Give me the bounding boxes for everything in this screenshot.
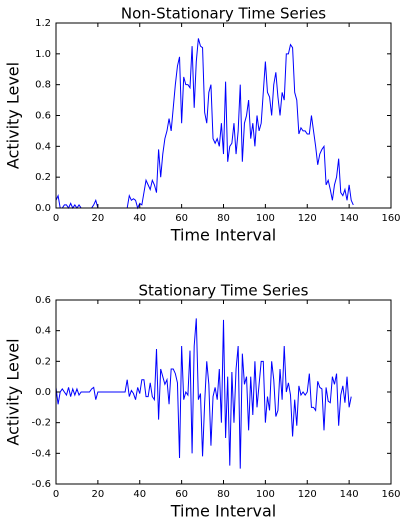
y-tick-label: 0.2 — [35, 172, 51, 183]
y-tick-label: 0.0 — [35, 203, 51, 214]
y-tick-label: -0.2 — [31, 418, 51, 429]
y-tick-label: 0.2 — [35, 356, 51, 367]
y-tick-label: 1.0 — [35, 49, 51, 60]
y-tick-label: 0.4 — [35, 326, 51, 337]
y-tick-label: 0.0 — [35, 387, 51, 398]
x-tick-label: 100 — [256, 213, 275, 224]
y-tick-label: -0.6 — [31, 479, 51, 490]
x-axis-label: Time Interval — [170, 502, 277, 521]
x-tick-label: 60 — [175, 213, 188, 224]
x-tick-label: 120 — [298, 489, 317, 500]
data-line — [55, 38, 354, 210]
chart-title: Stationary Time Series — [139, 282, 309, 300]
y-tick-label: 1.2 — [35, 18, 51, 29]
x-tick-label: 80 — [217, 489, 230, 500]
chart-title: Non-Stationary Time Series — [121, 5, 326, 23]
y-tick-label: -0.4 — [31, 448, 51, 459]
x-tick-label: 100 — [256, 489, 275, 500]
y-tick-label: 0.6 — [35, 111, 51, 122]
x-tick-label: 60 — [175, 489, 188, 500]
y-tick-label: 0.8 — [35, 80, 51, 91]
y-tick-label: 0.6 — [35, 295, 51, 306]
x-tick-label: 20 — [92, 489, 105, 500]
y-axis-label: Activity Level — [4, 338, 23, 445]
x-tick-label: 140 — [340, 213, 359, 224]
x-tick-label: 80 — [217, 213, 230, 224]
y-axis-label: Activity Level — [4, 62, 23, 169]
plot-frame — [55, 22, 392, 209]
x-tick-label: 160 — [381, 489, 400, 500]
y-tick-label: 0.4 — [35, 141, 51, 152]
x-tick-label: 0 — [53, 489, 59, 500]
x-tick-label: 40 — [133, 213, 146, 224]
x-tick-label: 140 — [340, 489, 359, 500]
data-line — [55, 318, 352, 469]
x-tick-label: 20 — [92, 213, 105, 224]
x-tick-label: 160 — [381, 213, 400, 224]
x-tick-label: 120 — [298, 213, 317, 224]
x-axis-label: Time Interval — [170, 226, 277, 245]
x-tick-label: 40 — [133, 489, 146, 500]
x-tick-label: 0 — [53, 213, 59, 224]
